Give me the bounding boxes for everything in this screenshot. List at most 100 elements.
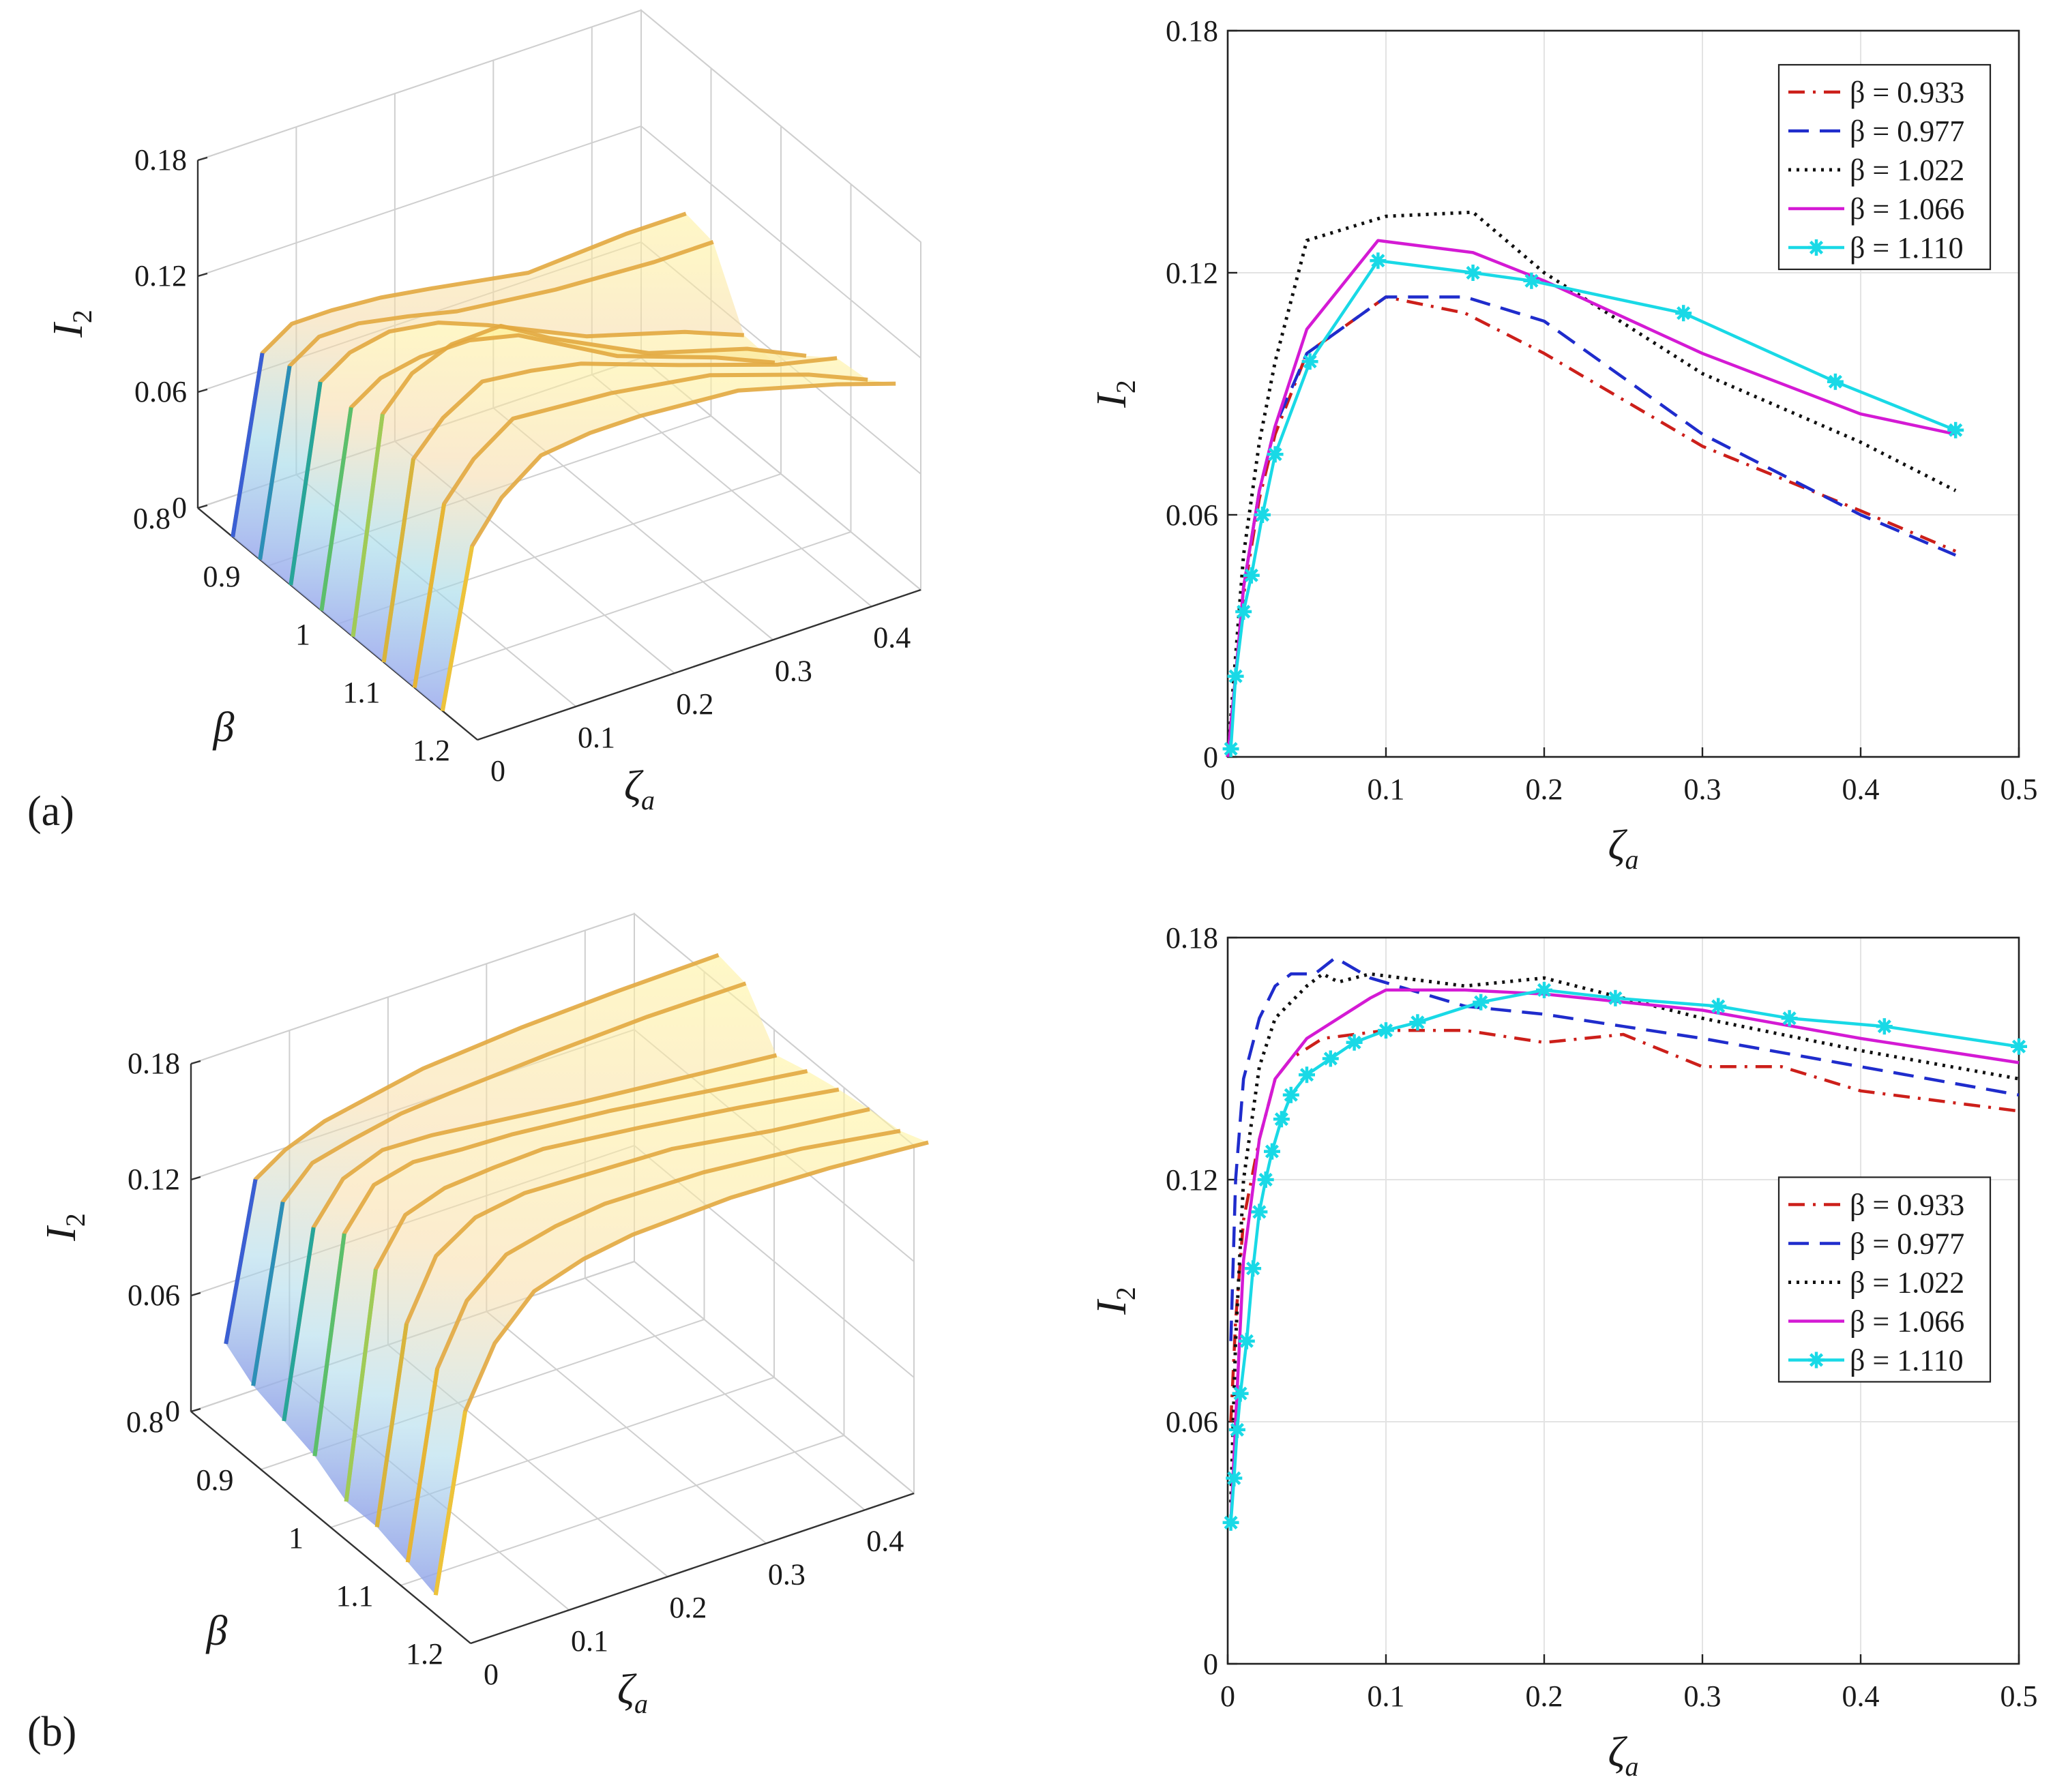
z-tick (197, 156, 208, 162)
surface-patch (314, 1071, 839, 1502)
data-point (1301, 353, 1318, 370)
data-point (1322, 1050, 1339, 1067)
data-point (1464, 265, 1481, 281)
surface-curve (440, 381, 896, 712)
surface-patch (407, 1131, 928, 1596)
surface-curve (231, 211, 687, 537)
y-tick-label: 0.18 (1166, 14, 1218, 48)
z-tick (197, 388, 208, 393)
beta-tick-label: 1 (289, 1521, 304, 1555)
data-point (1827, 373, 1844, 390)
surface-patch (253, 983, 777, 1421)
beta-axis (190, 1411, 471, 1644)
surface-rise (258, 365, 292, 561)
x-tick-label: 0.1 (1368, 773, 1405, 806)
x-tick-label: 0.3 (1684, 773, 1722, 806)
surface-rise (433, 1411, 468, 1596)
x-tick-label: 0 (1220, 1679, 1235, 1713)
data-point (1267, 446, 1284, 463)
zeta-tick-label: 0.1 (571, 1624, 608, 1658)
beta-tick-label: 1.1 (336, 1579, 374, 1613)
data-point (1710, 998, 1727, 1015)
z-tick-label: 0.12 (134, 259, 187, 293)
y-tick-label: 0.18 (1166, 921, 1218, 955)
z-tick-label: 0.06 (134, 375, 187, 408)
z-tick (190, 1291, 201, 1297)
surface-patch (226, 955, 746, 1386)
data-point (1876, 1018, 1893, 1035)
y-tick-label: 0.06 (1166, 1405, 1218, 1439)
legend-entry: β = 1.066 (1850, 1304, 1964, 1338)
series-line-1 (1226, 295, 1957, 758)
surface-patch (376, 1109, 900, 1562)
series-line-4 (1229, 988, 2020, 1523)
surface-patch (414, 374, 896, 711)
surface-rise (351, 414, 385, 638)
data-point (1235, 603, 1252, 620)
surface-patch (284, 1055, 808, 1457)
data-point (1523, 272, 1540, 289)
surface-curve (258, 240, 714, 561)
data-point (1254, 507, 1271, 523)
beta-gridline (400, 1088, 845, 1586)
data-point (1243, 567, 1260, 584)
surface-rise (412, 503, 447, 688)
data-point (1222, 1514, 1239, 1531)
surface-rise (251, 1201, 285, 1386)
x-axis-label: ζa (1608, 822, 1638, 875)
legend-box (1777, 63, 1992, 271)
data-point (1232, 1385, 1249, 1402)
data-point (1473, 994, 1490, 1011)
legend-entry: β = 0.933 (1850, 1188, 1964, 1221)
data-point (2011, 1038, 2027, 1055)
zeta-tick-label: 0.3 (768, 1557, 806, 1591)
surface-rise (312, 1233, 346, 1457)
data-point (1409, 1014, 1426, 1031)
beta-tick-label: 0.9 (196, 1463, 234, 1497)
zeta-tick-label: 0.4 (866, 1524, 904, 1557)
y-tick-label: 0.12 (1166, 256, 1218, 290)
plot-frame (1226, 936, 2020, 1665)
surface-curve (282, 1053, 778, 1422)
x-tick-label: 0.5 (2000, 1679, 2038, 1713)
surface-rise (381, 458, 415, 663)
data-point (1257, 1171, 1274, 1188)
surface-rise (231, 353, 265, 537)
surface-curve (351, 323, 807, 638)
series-line-2 (1229, 956, 2020, 1341)
data-point (1299, 1066, 1315, 1084)
zeta-tick-label: 0.4 (873, 621, 911, 654)
surface-curve (319, 333, 776, 611)
x-tick-label: 0.2 (1526, 1679, 1563, 1713)
surface-curve (344, 1087, 840, 1502)
data-point (1238, 1332, 1255, 1349)
plot-frame (1226, 29, 2020, 758)
surface-plot-b: 0 0.06 0.12 0.18 0.8 0.9 1 1.1 1.2 0 0.1 0.2 0.3 0.4 I… (38, 912, 929, 1719)
x-tick-label: 0.5 (2000, 773, 2038, 806)
data-point (1378, 1022, 1394, 1039)
zeta-axis-label: ζa (624, 763, 655, 816)
data-point (1251, 1204, 1268, 1221)
x-tick-label: 0.2 (1526, 773, 1563, 806)
y-axis-label: I2 (1089, 380, 1141, 408)
legend-entry: β = 0.977 (1850, 115, 1964, 148)
surface-curve (289, 320, 744, 586)
beta-tick-label: 1.2 (413, 734, 450, 767)
z-tick (197, 504, 208, 509)
panel-label-a: (a) (27, 788, 74, 835)
surface-patch (353, 325, 838, 663)
surface-rise (405, 1368, 440, 1563)
legend-marker (1808, 1352, 1825, 1369)
data-point (1227, 668, 1244, 685)
surface-rise (344, 1269, 378, 1502)
zeta-tick-label: 0.1 (578, 721, 615, 754)
data-point (1370, 252, 1387, 269)
surface-curve (224, 953, 720, 1345)
legend-entry: β = 1.022 (1850, 153, 1964, 187)
y-tick-label: 0.12 (1166, 1163, 1218, 1197)
zeta-tick-label: 0 (484, 1658, 499, 1691)
beta-axis-label: β (213, 704, 235, 751)
surface-rise (282, 1227, 316, 1422)
beta-tick-label: 0.9 (203, 560, 241, 593)
x-tick-label: 0.1 (1368, 1679, 1405, 1713)
